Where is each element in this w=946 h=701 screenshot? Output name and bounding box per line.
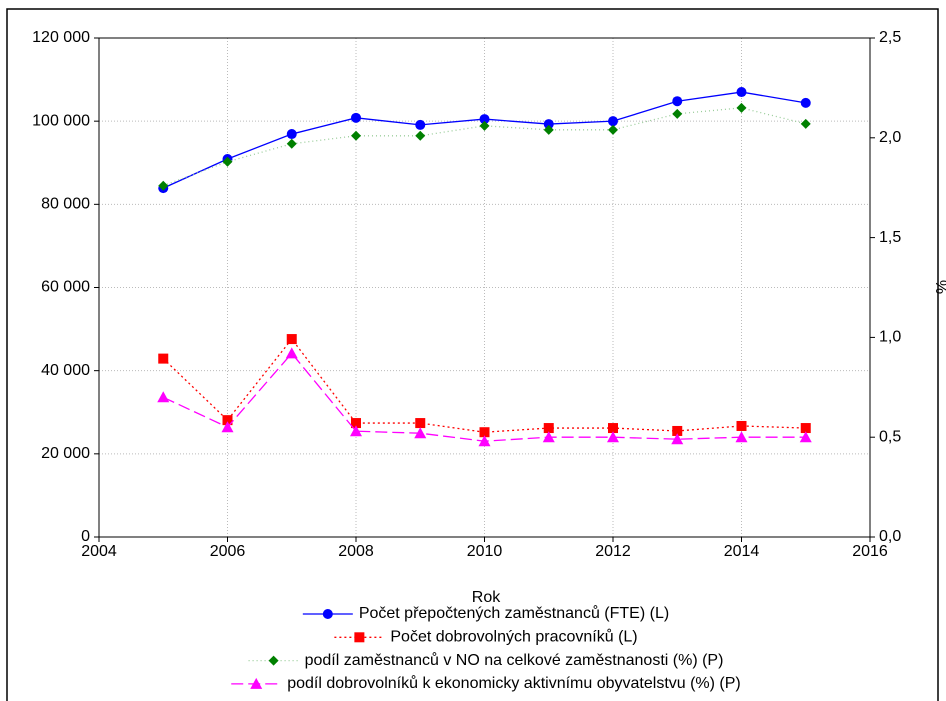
y2-axis-label: % bbox=[932, 280, 946, 294]
legend-item: podíl zaměstnanců v NO na celkové zaměst… bbox=[248, 651, 724, 669]
x-axis-label: Rok bbox=[472, 589, 501, 606]
point bbox=[608, 116, 618, 127]
point bbox=[222, 415, 233, 426]
y-tick-label: 60 000 bbox=[41, 279, 90, 296]
x-tick-label: 2012 bbox=[595, 543, 631, 560]
y2-tick-label: 1,5 bbox=[879, 229, 901, 246]
point bbox=[222, 156, 233, 167]
y-tick-label: 40 000 bbox=[41, 362, 90, 379]
y2-tick-label: 0,0 bbox=[879, 528, 901, 545]
x-tick-label: 2008 bbox=[338, 543, 374, 560]
point bbox=[350, 425, 362, 437]
y-tick-label: 20 000 bbox=[41, 445, 90, 462]
y2-tick-label: 2,5 bbox=[879, 29, 901, 46]
point bbox=[736, 87, 747, 98]
point bbox=[286, 138, 297, 149]
x-tick-label: 2014 bbox=[724, 543, 760, 560]
point bbox=[351, 130, 361, 141]
point bbox=[286, 334, 297, 345]
point bbox=[285, 347, 298, 359]
point bbox=[221, 421, 234, 433]
series-line bbox=[162, 338, 806, 433]
point bbox=[543, 119, 554, 130]
point bbox=[414, 427, 427, 439]
x-tick-label: 2010 bbox=[467, 543, 503, 560]
legend-label: Počet přepočtených zaměstnanců (FTE) (L) bbox=[359, 604, 669, 622]
point bbox=[415, 130, 426, 141]
point bbox=[608, 124, 618, 135]
point bbox=[608, 423, 618, 434]
point bbox=[351, 112, 361, 123]
point bbox=[158, 180, 169, 191]
y-tick-label: 120 000 bbox=[32, 29, 90, 46]
frame bbox=[6, 8, 939, 701]
legend-marker bbox=[268, 655, 279, 666]
point bbox=[157, 391, 170, 403]
legend-item: podíl dobrovolníků k ekonomicky aktivním… bbox=[231, 674, 741, 692]
point bbox=[672, 425, 683, 436]
point bbox=[479, 114, 490, 125]
point bbox=[800, 97, 811, 108]
point bbox=[672, 96, 683, 107]
x-tick-label: 2016 bbox=[852, 543, 888, 560]
legend-label: Počet dobrovolných pracovníků (L) bbox=[390, 628, 637, 646]
x-tick-label: 2006 bbox=[210, 543, 246, 560]
point bbox=[800, 423, 811, 434]
point bbox=[799, 431, 812, 443]
point bbox=[542, 431, 555, 443]
legend-label: podíl dobrovolníků k ekonomicky aktivním… bbox=[287, 674, 741, 692]
legend-marker bbox=[354, 632, 365, 643]
point bbox=[286, 129, 297, 140]
point bbox=[415, 418, 426, 429]
point bbox=[479, 427, 490, 438]
point bbox=[736, 420, 747, 431]
point bbox=[672, 108, 683, 119]
point bbox=[800, 118, 811, 129]
point bbox=[671, 433, 684, 445]
point bbox=[478, 435, 491, 447]
legend-label: podíl zaměstnanců v NO na celkové zaměst… bbox=[305, 651, 724, 669]
y-tick-label: 80 000 bbox=[41, 196, 90, 213]
y2-tick-label: 0,5 bbox=[879, 428, 901, 445]
x-tick-label: 2004 bbox=[81, 543, 117, 560]
y-tick-label: 100 000 bbox=[32, 112, 90, 129]
point bbox=[735, 431, 748, 443]
point bbox=[158, 353, 169, 364]
point bbox=[479, 120, 490, 131]
y-tick-label: 0 bbox=[81, 528, 90, 545]
point bbox=[351, 418, 361, 429]
y2-tick-label: 2,0 bbox=[879, 129, 901, 146]
point bbox=[543, 124, 554, 135]
point bbox=[543, 423, 554, 434]
y2-tick-label: 1,0 bbox=[879, 329, 901, 346]
legend-marker bbox=[250, 677, 263, 689]
point bbox=[607, 431, 619, 443]
legend-item: Počet přepočtených zaměstnanců (FTE) (L) bbox=[302, 604, 669, 622]
legend-marker bbox=[322, 609, 333, 619]
point bbox=[415, 119, 426, 130]
plot-area bbox=[98, 37, 871, 538]
legend-item: Počet dobrovolných pracovníků (L) bbox=[334, 628, 638, 646]
point bbox=[736, 102, 747, 113]
